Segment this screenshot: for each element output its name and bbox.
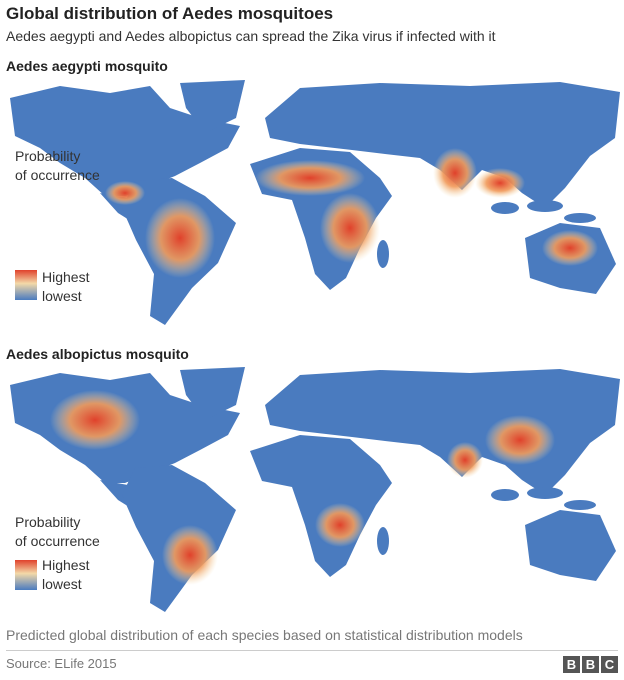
map xyxy=(10,80,620,325)
legend-title: Probability of occurrence xyxy=(15,147,100,185)
subtitle: Aedes aegypti and Aedes albopictus can s… xyxy=(6,28,496,44)
logo-letter: B xyxy=(582,656,599,673)
source: Source: ELife 2015 xyxy=(6,656,117,671)
legend-title-line: Probability xyxy=(15,514,81,530)
legend-title: Probability of occurrence xyxy=(15,513,100,551)
title: Global distribution of Aedes mosquitoes xyxy=(6,4,334,23)
legend-high: Highest xyxy=(42,557,90,573)
map xyxy=(10,367,620,612)
divider xyxy=(6,650,618,651)
occurrence-hotspots xyxy=(105,148,598,278)
legend-low: lowest xyxy=(42,576,82,592)
legend-title-line: Probability xyxy=(15,148,81,164)
logo-letter: B xyxy=(563,656,580,673)
landmass xyxy=(10,80,620,325)
legend-low: lowest xyxy=(42,288,82,304)
logo: B B C xyxy=(563,656,618,673)
legend-high: Highest xyxy=(42,269,90,285)
legend-gradient xyxy=(15,270,37,300)
legend-title-line: of occurrence xyxy=(15,167,100,183)
legend-gradient xyxy=(15,560,37,590)
footnote: Predicted global distribution of each sp… xyxy=(6,627,523,643)
logo-letter: C xyxy=(601,656,618,673)
map-heading: Aedes aegypti mosquito xyxy=(6,58,168,74)
map-heading: Aedes albopictus mosquito xyxy=(6,346,189,362)
occurrence-hotspots xyxy=(50,390,555,585)
legend-title-line: of occurrence xyxy=(15,533,100,549)
